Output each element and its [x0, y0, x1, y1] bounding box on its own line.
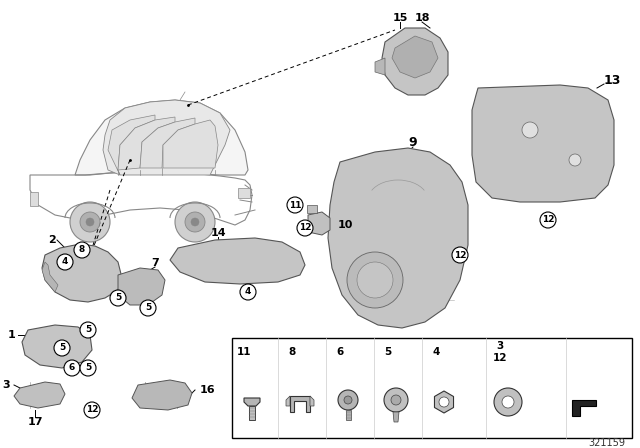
Circle shape: [439, 397, 449, 407]
Text: 5: 5: [85, 326, 91, 335]
Circle shape: [80, 360, 96, 376]
Bar: [307, 205, 317, 213]
Circle shape: [74, 242, 90, 258]
Circle shape: [140, 300, 156, 316]
Text: 16: 16: [200, 385, 216, 395]
Polygon shape: [170, 238, 305, 284]
Text: 18: 18: [414, 13, 429, 23]
Polygon shape: [163, 120, 218, 168]
Polygon shape: [375, 58, 385, 75]
Text: 4: 4: [432, 347, 440, 357]
Text: 1: 1: [7, 330, 15, 340]
Polygon shape: [290, 396, 310, 412]
Text: 14: 14: [210, 228, 226, 238]
Bar: [232, 338, 632, 438]
Polygon shape: [392, 36, 438, 78]
Circle shape: [175, 202, 215, 242]
Text: 3: 3: [3, 380, 10, 390]
Polygon shape: [310, 396, 314, 406]
Text: 12: 12: [541, 215, 554, 224]
Polygon shape: [103, 100, 230, 175]
Text: 2: 2: [48, 235, 56, 245]
Circle shape: [344, 396, 352, 404]
Text: 11: 11: [289, 201, 301, 210]
Circle shape: [57, 254, 73, 270]
Circle shape: [80, 212, 100, 232]
Circle shape: [287, 197, 303, 213]
Text: 6: 6: [337, 347, 344, 357]
Circle shape: [502, 396, 514, 408]
Text: 5: 5: [385, 347, 392, 357]
Text: 17: 17: [28, 417, 43, 427]
Circle shape: [110, 290, 126, 306]
Polygon shape: [118, 117, 175, 170]
Text: 10: 10: [338, 220, 353, 230]
Text: 4: 4: [62, 258, 68, 267]
Text: 3
12: 3 12: [493, 341, 508, 363]
Bar: [346, 410, 351, 420]
Polygon shape: [140, 118, 195, 168]
Text: 9: 9: [409, 137, 417, 150]
Text: 8: 8: [289, 347, 296, 357]
Circle shape: [54, 340, 70, 356]
Circle shape: [452, 247, 468, 263]
Polygon shape: [286, 396, 290, 406]
Polygon shape: [435, 391, 454, 413]
Circle shape: [297, 220, 313, 236]
Circle shape: [64, 360, 80, 376]
Circle shape: [240, 284, 256, 300]
Text: 6: 6: [69, 363, 75, 372]
Polygon shape: [22, 325, 92, 368]
Text: 5: 5: [59, 344, 65, 353]
Polygon shape: [308, 212, 330, 235]
Text: 5: 5: [145, 303, 151, 313]
Bar: [30, 192, 38, 206]
Text: 8: 8: [79, 246, 85, 254]
Circle shape: [80, 322, 96, 338]
Text: 321159: 321159: [589, 438, 625, 448]
Circle shape: [185, 212, 205, 232]
Polygon shape: [14, 382, 65, 408]
Circle shape: [347, 252, 403, 308]
Circle shape: [494, 388, 522, 416]
Text: 5: 5: [115, 293, 121, 302]
Polygon shape: [108, 115, 155, 175]
Text: 12: 12: [299, 224, 311, 233]
Polygon shape: [244, 398, 260, 406]
Bar: [249, 406, 255, 420]
Polygon shape: [42, 244, 122, 302]
Polygon shape: [472, 85, 614, 202]
Polygon shape: [328, 148, 468, 328]
Bar: [238, 188, 250, 198]
Circle shape: [522, 122, 538, 138]
Text: 4: 4: [245, 288, 251, 297]
Circle shape: [191, 218, 199, 226]
Circle shape: [357, 262, 393, 298]
Polygon shape: [75, 100, 248, 175]
Polygon shape: [42, 262, 58, 292]
Text: 5: 5: [85, 363, 91, 372]
Circle shape: [540, 212, 556, 228]
Text: 15: 15: [392, 13, 408, 23]
Polygon shape: [132, 380, 192, 410]
Text: 7: 7: [151, 258, 159, 268]
Text: 11: 11: [237, 347, 252, 357]
Text: 12: 12: [86, 405, 99, 414]
Polygon shape: [393, 412, 399, 422]
Circle shape: [70, 202, 110, 242]
Circle shape: [569, 154, 581, 166]
Polygon shape: [572, 400, 596, 416]
Text: 12: 12: [454, 250, 467, 259]
Text: 13: 13: [604, 73, 621, 86]
Circle shape: [391, 395, 401, 405]
Circle shape: [84, 402, 100, 418]
Circle shape: [338, 390, 358, 410]
Circle shape: [384, 388, 408, 412]
Polygon shape: [382, 28, 448, 95]
Polygon shape: [118, 268, 165, 305]
Circle shape: [86, 218, 94, 226]
